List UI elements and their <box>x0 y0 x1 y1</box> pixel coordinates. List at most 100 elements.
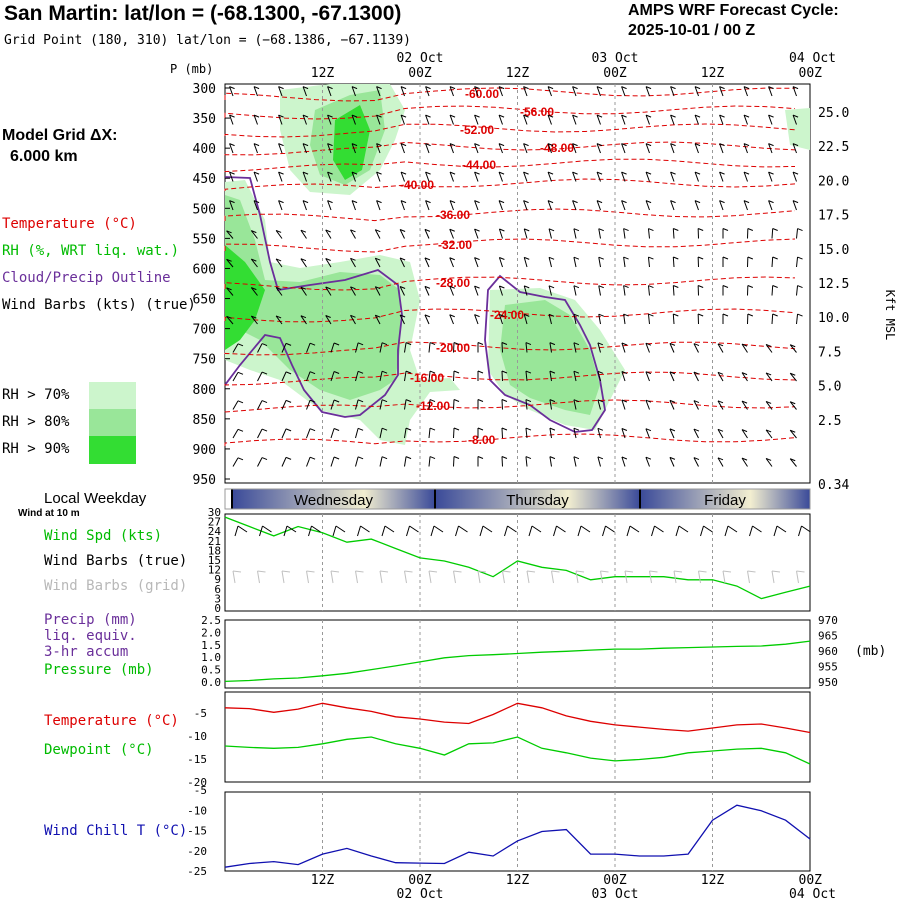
wind-barb <box>300 286 307 296</box>
wind-barb <box>771 256 774 268</box>
wind-barb-flag <box>623 285 629 289</box>
height-tick-label: 0.34 <box>818 478 849 493</box>
pressure-tick-label: 970 <box>818 614 838 627</box>
wind-barb-flag <box>621 456 628 460</box>
wind-barb-flag <box>309 399 316 403</box>
surface-wind-barb-flag <box>286 525 297 533</box>
wind-barb-flag <box>350 286 356 290</box>
grid-wind-barb <box>600 570 603 584</box>
wind-barb-flag <box>669 371 676 375</box>
wind-barb <box>425 114 430 125</box>
wind-speed-tick-label: 18 <box>208 544 221 557</box>
wind-barb-flag <box>498 171 505 175</box>
wind-barb <box>232 457 239 467</box>
wind-barb-flag <box>547 86 554 90</box>
legend-cloud-outline: Cloud/Precip Outline <box>2 270 171 286</box>
height-tick-label: 25.0 <box>818 106 849 121</box>
wind-barb-flag <box>399 286 406 289</box>
wind-barb-flag <box>449 314 455 318</box>
wind-barb-flag <box>621 171 627 175</box>
wind-barb-flag <box>399 229 406 232</box>
legend-pressure: Pressure (mb) <box>44 662 154 678</box>
wind-barb <box>306 342 311 353</box>
wind-barb-flag <box>790 401 796 405</box>
surface-wind-barb <box>773 525 778 537</box>
wind-barb <box>327 114 332 125</box>
wind-barb-flag <box>765 429 772 433</box>
wind-barb <box>250 230 258 239</box>
wind-barb <box>549 371 552 382</box>
wind-barb-flag <box>669 399 676 403</box>
wind-barb <box>549 428 552 439</box>
wind-barb <box>771 313 774 325</box>
wind-barb-flag <box>597 370 604 374</box>
wind-barb-flag <box>645 428 652 432</box>
wind-barb-flag <box>648 285 654 289</box>
wind-barb-flag <box>400 200 407 204</box>
legend-dewpoint: Dewpoint (°C) <box>44 742 154 758</box>
grid-wind-barb-flag <box>306 570 315 573</box>
wind-barb-flag <box>357 456 364 460</box>
wind-barb-flag <box>300 229 307 233</box>
wind-barb <box>275 230 283 239</box>
wind-barb-flag <box>325 315 331 318</box>
rh-region <box>785 108 810 150</box>
wind-barb-flag <box>693 400 700 404</box>
wind-barb <box>306 371 311 382</box>
wind-barb <box>355 342 359 353</box>
wind-barb <box>765 344 773 353</box>
wind-barb-flag <box>572 200 578 204</box>
wind-barb-flag <box>309 456 316 460</box>
wind-barb <box>792 86 797 97</box>
grid-wind-barb-flag <box>624 570 634 573</box>
wind-barb-flag <box>765 457 772 461</box>
wind-barb-flag <box>623 313 629 317</box>
wind-barb <box>306 399 311 410</box>
grid-wind-barb-flag <box>771 570 781 573</box>
wind-barb-flag <box>747 313 754 317</box>
wind-barb <box>226 230 234 239</box>
wind-barb <box>597 456 601 467</box>
wind-barb-flag <box>351 86 358 90</box>
temperature-line <box>224 702 811 734</box>
wind-barb-flag <box>549 399 556 403</box>
wind-barb-flag <box>597 427 604 431</box>
wind-barb <box>399 286 405 296</box>
wind-barb-flag <box>275 229 282 233</box>
wind-barb <box>789 344 797 353</box>
wind-barb <box>404 456 407 467</box>
wind-barb-flag <box>425 86 431 90</box>
surface-wind-barb <box>430 525 435 537</box>
wind-barb-flag <box>768 200 774 204</box>
cloud-outlines <box>224 176 606 433</box>
wind-barb <box>596 114 601 125</box>
wind-barb <box>449 114 454 125</box>
wind-barb <box>741 429 748 439</box>
grid-wind-barb-flag <box>355 570 364 573</box>
wind-barb <box>250 258 258 268</box>
wind-barb-flag <box>285 399 292 403</box>
wind-barb <box>621 456 626 467</box>
rh-region <box>225 245 265 350</box>
wind-barb <box>424 286 430 296</box>
surface-wind-barb <box>626 525 631 537</box>
wind-barb <box>424 229 430 239</box>
temperature-contour-label: -40.00 <box>400 178 434 192</box>
height-tick-label: 12.5 <box>818 277 849 292</box>
wind-barb <box>275 315 283 325</box>
wind-barb <box>717 429 724 439</box>
wind-barb-flag <box>375 229 381 233</box>
wind-barb <box>598 228 601 239</box>
rh-region <box>500 300 600 415</box>
wind-barb-flag <box>697 256 704 260</box>
wind-barb-flag <box>327 171 333 175</box>
wind-barb-flag <box>425 171 431 175</box>
wind-barb <box>717 400 724 410</box>
wind-barb <box>281 343 287 353</box>
wind-barb <box>449 314 454 325</box>
bottom-date-label: 04 Oct <box>789 887 836 900</box>
wind-barb <box>645 399 650 410</box>
wind-barb-flag <box>302 114 309 118</box>
wind-barb-flag <box>474 228 480 232</box>
wind-barb-flag <box>547 143 554 147</box>
